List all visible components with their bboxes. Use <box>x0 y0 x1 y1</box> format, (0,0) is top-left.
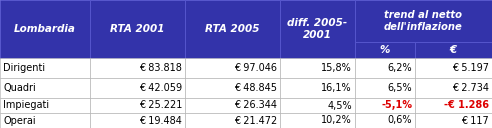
Text: € 26.344: € 26.344 <box>234 100 277 110</box>
Bar <box>90 0 185 58</box>
Bar <box>415 58 492 78</box>
Text: RTA 2001: RTA 2001 <box>110 24 165 34</box>
Text: € 21.472: € 21.472 <box>234 115 277 125</box>
Text: € 25.221: € 25.221 <box>139 100 182 110</box>
Bar <box>280 78 355 98</box>
Text: trend al netto
dell'inflazione: trend al netto dell'inflazione <box>384 10 463 32</box>
Text: Dirigenti: Dirigenti <box>3 63 45 73</box>
Bar <box>90 113 185 128</box>
Bar <box>90 58 185 78</box>
Bar <box>355 0 492 42</box>
Text: € 83.818: € 83.818 <box>139 63 182 73</box>
Text: Quadri: Quadri <box>3 83 36 93</box>
Text: Operai: Operai <box>3 115 35 125</box>
Bar <box>355 42 415 58</box>
Bar <box>0 58 90 78</box>
Text: 0,6%: 0,6% <box>388 115 412 125</box>
Text: Lombardia: Lombardia <box>14 24 76 34</box>
Text: € 117: € 117 <box>461 115 489 125</box>
Bar <box>415 98 492 113</box>
Bar <box>0 78 90 98</box>
Bar <box>280 113 355 128</box>
Bar <box>185 98 280 113</box>
Text: € 5.197: € 5.197 <box>452 63 489 73</box>
Text: RTA 2005: RTA 2005 <box>205 24 260 34</box>
Text: 6,5%: 6,5% <box>387 83 412 93</box>
Text: 10,2%: 10,2% <box>321 115 352 125</box>
Bar <box>0 98 90 113</box>
Bar <box>280 98 355 113</box>
Bar <box>355 113 415 128</box>
Text: 6,2%: 6,2% <box>387 63 412 73</box>
Bar <box>355 98 415 113</box>
Text: € 19.484: € 19.484 <box>139 115 182 125</box>
Text: -€ 1.286: -€ 1.286 <box>444 100 489 110</box>
Bar <box>185 78 280 98</box>
Text: %: % <box>380 45 390 55</box>
Text: € 48.845: € 48.845 <box>234 83 277 93</box>
Text: 15,8%: 15,8% <box>321 63 352 73</box>
Bar <box>415 78 492 98</box>
Text: € 97.046: € 97.046 <box>234 63 277 73</box>
Text: 4,5%: 4,5% <box>327 100 352 110</box>
Bar <box>185 113 280 128</box>
Bar <box>0 0 90 58</box>
Bar <box>90 98 185 113</box>
Text: diff. 2005-
2001: diff. 2005- 2001 <box>287 18 347 40</box>
Bar <box>415 113 492 128</box>
Text: Impiegati: Impiegati <box>3 100 49 110</box>
Bar <box>0 113 90 128</box>
Bar <box>280 58 355 78</box>
Bar <box>90 78 185 98</box>
Bar <box>185 0 280 58</box>
Text: -5,1%: -5,1% <box>381 100 412 110</box>
Text: €: € <box>450 45 457 55</box>
Text: 16,1%: 16,1% <box>321 83 352 93</box>
Bar <box>355 78 415 98</box>
Bar <box>415 42 492 58</box>
Bar <box>185 58 280 78</box>
Text: € 2.734: € 2.734 <box>452 83 489 93</box>
Bar <box>280 0 355 58</box>
Text: € 42.059: € 42.059 <box>139 83 182 93</box>
Bar <box>355 58 415 78</box>
